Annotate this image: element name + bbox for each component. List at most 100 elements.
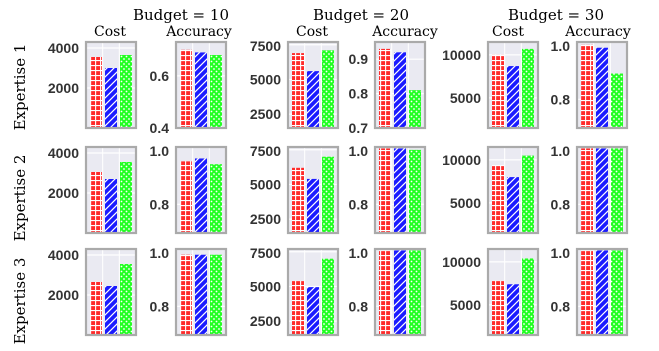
bar-r2-c1-accuracy-2 [195, 158, 207, 233]
panel-r2-c1-accuracy: 0.8 1.0 [150, 143, 228, 235]
ytick-label-r1-c3-accuracy-0: 0.8 [551, 91, 571, 107]
ytick-label-r3-c1-cost-1: 4000 [48, 247, 79, 263]
ytick-label-r1-c1-cost-0: 2000 [48, 80, 79, 96]
panels: 2000 4000 0.4 0.6 2500 5000 7500 0.7 0.8 0.9 5000 1… [48, 38, 629, 337]
panel-r3-c1-accuracy: 0.8 1.0 [150, 245, 228, 337]
metric-label-cost-1: Cost [94, 24, 126, 40]
ytick-label-r1-c1-cost-1: 4000 [48, 40, 79, 56]
bar-r3-c3-cost-1 [492, 280, 504, 335]
panel-frame-r2-c2-accuracy [373, 145, 427, 235]
ytick-label-r2-c1-accuracy-1: 1.0 [150, 143, 170, 159]
bar-r2-c1-cost-3 [120, 162, 132, 233]
panel-r3-c1-cost: 2000 4000 [48, 247, 138, 337]
ytick-label-r3-c3-accuracy-1: 1.0 [551, 245, 571, 261]
bar-r3-c3-accuracy-1 [581, 250, 593, 335]
bar-r1-c2-accuracy-3 [409, 90, 421, 128]
bar-r3-c3-cost-2 [507, 284, 519, 335]
panel-r1-c2-accuracy: 0.7 0.8 0.9 [349, 40, 427, 136]
ytick-label-r3-c2-accuracy-0: 0.8 [349, 298, 369, 314]
bar-r3-c3-cost-3 [522, 258, 534, 335]
ytick-label-r2-c2-accuracy-0: 0.8 [349, 196, 369, 212]
panel-r3-c2-accuracy: 0.8 1.0 [349, 245, 427, 337]
column-title-2: Budget = 20 [313, 6, 409, 24]
panel-frame-r2-c1-cost [84, 145, 138, 235]
ytick-label-r1-c2-cost-2: 7500 [250, 38, 281, 54]
metric-label-cost-3: Cost [492, 24, 524, 40]
panel-frame-r1-c3-accuracy [575, 40, 629, 130]
ytick-label-r2-c2-accuracy-1: 1.0 [349, 143, 369, 159]
bar-r3-c1-accuracy-3 [210, 254, 222, 335]
bar-r2-c2-accuracy-3 [409, 149, 421, 233]
panel-r1-c1-cost: 2000 4000 [48, 40, 138, 130]
bar-r1-c1-cost-2 [105, 68, 117, 128]
bar-r1-c3-cost-3 [522, 48, 534, 128]
column-title-1: Budget = 10 [133, 6, 229, 24]
panel-frame-r3-c1-accuracy [174, 247, 228, 337]
ytick-label-r1-c2-cost-1: 5000 [250, 71, 281, 87]
bar-r1-c2-accuracy-1 [379, 48, 391, 128]
bar-r2-c2-cost-2 [307, 178, 319, 233]
panel-frame-r1-c1-accuracy [174, 40, 228, 130]
panel-r1-c3-accuracy: 0.8 1.0 [551, 38, 629, 130]
bar-r2-c3-cost-3 [522, 155, 534, 233]
ytick-label-r1-c2-accuracy-1: 0.8 [349, 86, 369, 102]
bar-r2-c1-accuracy-3 [210, 164, 222, 233]
ytick-label-r3-c1-accuracy-1: 1.0 [150, 245, 170, 261]
bar-r1-c3-cost-2 [507, 66, 519, 128]
panel-r1-c1-accuracy: 0.4 0.6 [150, 40, 228, 136]
panel-frame-r3-c2-accuracy [373, 247, 427, 337]
bar-r2-c3-accuracy-1 [581, 148, 593, 233]
bar-r1-c1-cost-3 [120, 55, 132, 128]
bar-r3-c2-cost-3 [322, 258, 334, 335]
ytick-label-r2-c2-cost-1: 5000 [250, 176, 281, 192]
bar-r1-c2-cost-3 [322, 50, 334, 128]
ytick-label-r2-c2-cost-0: 2500 [250, 211, 281, 227]
ytick-label-r1-c2-cost-0: 2500 [250, 106, 281, 122]
ytick-label-r3-c1-accuracy-0: 0.8 [150, 298, 170, 314]
panel-r3-c3-cost: 5000 10000 [442, 247, 540, 337]
bar-r3-c1-cost-1 [90, 282, 102, 335]
bar-r3-c2-cost-2 [307, 287, 319, 335]
ytick-label-r2-c2-cost-2: 7500 [250, 143, 281, 159]
ytick-label-r3-c2-accuracy-1: 1.0 [349, 245, 369, 261]
panel-r1-c2-cost: 2500 5000 7500 [250, 38, 340, 130]
bar-r1-c3-accuracy-1 [581, 44, 593, 128]
panel-frame-r3-c2-cost [286, 247, 340, 337]
panel-frame-r1-c1-cost [84, 40, 138, 130]
bar-r3-c2-accuracy-2 [394, 250, 406, 335]
panel-r2-c3-accuracy: 0.8 1.0 [551, 143, 629, 235]
metric-label-accuracy-1: Accuracy [165, 24, 232, 40]
bar-r1-c1-cost-1 [90, 57, 102, 128]
bar-r2-c2-accuracy-1 [379, 148, 391, 233]
panel-frame-r3-c3-cost [486, 247, 540, 337]
bar-r3-c2-accuracy-1 [379, 250, 391, 335]
bar-r3-c1-accuracy-1 [180, 254, 192, 335]
ytick-label-r2-c1-cost-1: 4000 [48, 145, 79, 161]
ytick-label-r2-c3-accuracy-0: 0.8 [551, 196, 571, 212]
panel-frame-r1-c2-cost [286, 40, 340, 130]
panel-r3-c3-accuracy: 0.8 1.0 [551, 245, 629, 337]
bar-r3-c3-accuracy-3 [611, 250, 623, 335]
metric-label-cost-2: Cost [296, 24, 328, 40]
bar-r3-c2-cost-1 [292, 280, 304, 335]
bar-r1-c1-accuracy-1 [180, 49, 192, 129]
ytick-label-r3-c1-cost-0: 2000 [48, 287, 79, 303]
panel-r2-c1-cost: 2000 4000 [48, 145, 138, 235]
bar-r3-c1-cost-2 [105, 286, 117, 335]
row-title-2: Expertise 2 [11, 155, 29, 242]
ytick-label-r3-c2-cost-1: 5000 [250, 278, 281, 294]
ytick-label-r1-c2-accuracy-0: 0.7 [349, 120, 369, 136]
bar-r2-c3-cost-1 [492, 165, 504, 233]
bar-r3-c3-accuracy-2 [596, 250, 608, 335]
bar-r3-c1-accuracy-2 [195, 254, 207, 335]
ytick-label-r3-c3-accuracy-0: 0.8 [551, 298, 571, 314]
bar-r2-c2-cost-3 [322, 156, 334, 233]
ytick-label-r1-c1-accuracy-0: 0.4 [150, 120, 170, 136]
bar-r1-c1-accuracy-2 [195, 52, 207, 129]
metric-label-accuracy-2: Accuracy [371, 24, 438, 40]
panel-frame-r1-c2-accuracy [373, 40, 427, 130]
column-title-3: Budget = 30 [508, 6, 604, 24]
panel-frame-r2-c3-accuracy [575, 145, 629, 235]
ytick-label-r2-c1-cost-0: 2000 [48, 185, 79, 201]
